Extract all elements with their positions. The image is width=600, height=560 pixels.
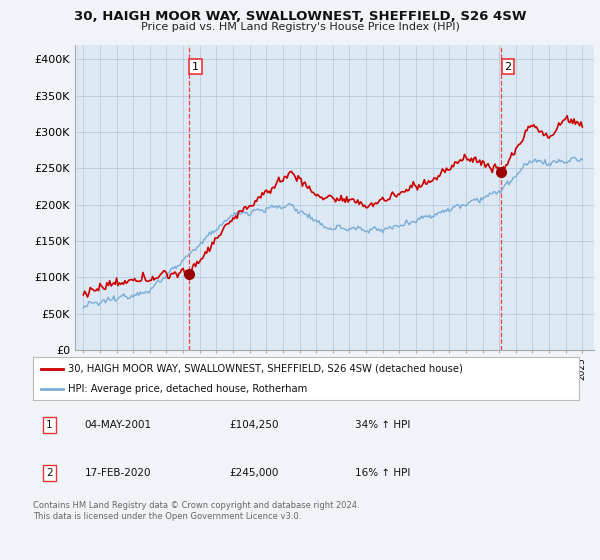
Text: 30, HAIGH MOOR WAY, SWALLOWNEST, SHEFFIELD, S26 4SW: 30, HAIGH MOOR WAY, SWALLOWNEST, SHEFFIE… — [74, 10, 526, 23]
Text: 34% ↑ HPI: 34% ↑ HPI — [355, 420, 410, 430]
Text: 1: 1 — [46, 420, 53, 430]
Text: 30, HAIGH MOOR WAY, SWALLOWNEST, SHEFFIELD, S26 4SW (detached house): 30, HAIGH MOOR WAY, SWALLOWNEST, SHEFFIE… — [68, 363, 463, 374]
Text: £104,250: £104,250 — [230, 420, 279, 430]
Text: 2: 2 — [46, 468, 53, 478]
Text: £245,000: £245,000 — [230, 468, 279, 478]
Text: 2: 2 — [505, 62, 512, 72]
Text: Price paid vs. HM Land Registry's House Price Index (HPI): Price paid vs. HM Land Registry's House … — [140, 22, 460, 32]
Text: HPI: Average price, detached house, Rotherham: HPI: Average price, detached house, Roth… — [68, 385, 308, 394]
Text: 1: 1 — [192, 62, 199, 72]
Text: 17-FEB-2020: 17-FEB-2020 — [85, 468, 151, 478]
Text: 04-MAY-2001: 04-MAY-2001 — [85, 420, 152, 430]
Text: Contains HM Land Registry data © Crown copyright and database right 2024.
This d: Contains HM Land Registry data © Crown c… — [33, 501, 359, 521]
Text: 16% ↑ HPI: 16% ↑ HPI — [355, 468, 410, 478]
